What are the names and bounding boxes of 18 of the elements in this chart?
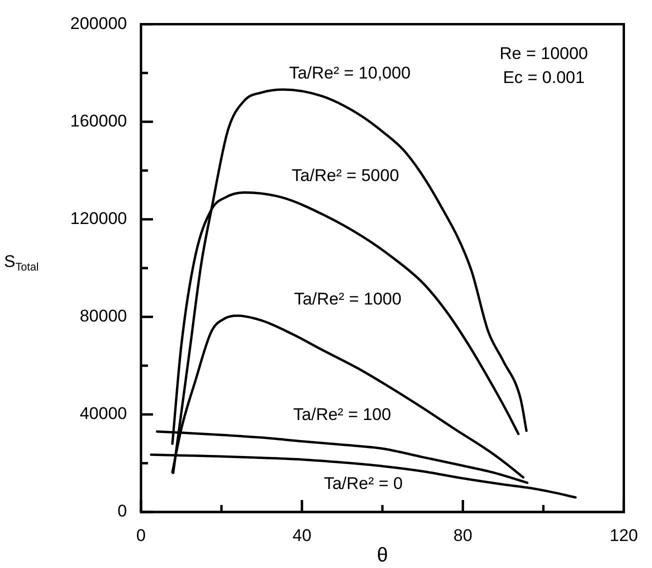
series-label: Ta/Re² = 5000 [292, 166, 400, 186]
y-tick-label: 80000 [80, 306, 127, 326]
series-label: Ta/Re² = 1000 [294, 289, 402, 308]
annotation: Re = 10000 [500, 44, 588, 63]
series-label: Ta/Re² = 10,000 [289, 63, 411, 82]
x-tick-label: 40 [292, 526, 312, 545]
y-tick-label: 0 [118, 502, 127, 521]
x-tick-label: 120 [610, 526, 638, 545]
series-label: Ta/Re² = 100 [293, 405, 392, 424]
x-axis-title: θ [376, 544, 388, 567]
y-tick-label: 120000 [70, 209, 127, 228]
y-tick-label: 200000 [70, 14, 127, 33]
y-tick-label: 160000 [70, 111, 127, 130]
x-tick-label: 0 [136, 526, 146, 545]
annotation: Ec = 0.001 [502, 68, 585, 87]
x-tick-label: 80 [453, 526, 472, 545]
series-label: Ta/Re² = 0 [324, 474, 403, 494]
y-tick-label: 40000 [80, 404, 127, 424]
